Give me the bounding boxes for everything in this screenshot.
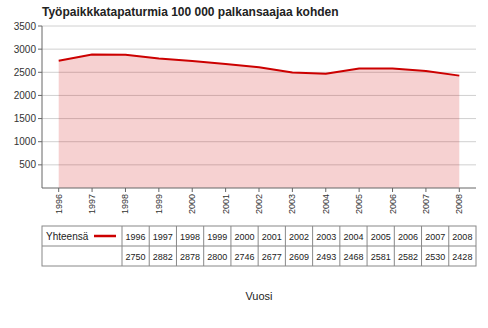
table-year: 1996 [126,232,146,242]
x-tick-label: 2006 [388,194,398,214]
chart: Työpaikkkatapaturmia 100 000 palkansaaja… [0,0,488,328]
table-col-divider [258,226,259,266]
table-col-divider [421,226,422,266]
y-tick-label: 500 [19,159,36,170]
y-tick-label: 3500 [14,21,37,32]
y-tick-label: 2500 [14,67,37,78]
table-value: 2530 [425,252,445,262]
x-tick [425,188,426,192]
x-tick-label: 1997 [87,194,97,214]
x-tick-label: 2005 [354,194,364,214]
x-tick-label: 2002 [254,194,264,214]
y-tick-label: 1500 [14,113,37,124]
y-tick [38,72,42,73]
table-value: 2746 [235,252,255,262]
table-year: 2008 [452,232,472,242]
table-year: 2003 [316,232,336,242]
x-tick [259,188,260,192]
title: Työpaikkkatapaturmia 100 000 palkansaaja… [42,5,339,19]
y-tick [38,95,42,96]
table-col-divider [176,226,177,266]
table-year: 2006 [398,232,418,242]
x-tick-label: 1996 [54,194,64,214]
y-tick [38,141,42,142]
table-year: 2000 [235,232,255,242]
y-tick [38,26,42,27]
y-tick [38,49,42,50]
x-tick [359,188,360,192]
table-border [42,226,476,266]
y-tick-label: 1000 [14,136,37,147]
x-tick-label: 2001 [221,194,231,214]
line [59,55,460,76]
x-tick-label: 1998 [120,194,130,214]
grid-line [42,49,476,50]
x-label: Vuosi [245,290,272,302]
table-value: 2800 [207,252,227,262]
table-value: 2468 [343,252,363,262]
x-tick-label: 2000 [187,194,197,214]
x-tick [92,188,93,192]
table-col-divider [149,226,150,266]
x-tick-label: 2004 [321,194,331,214]
legend-swatch [94,235,116,238]
table-col-divider [394,226,395,266]
table-value: 2609 [289,252,309,262]
table-col-divider [312,226,313,266]
x-tick [225,188,226,192]
table-value: 2750 [126,252,146,262]
table-year: 2001 [262,232,282,242]
grid-line [42,26,476,27]
table-year: 2002 [289,232,309,242]
x-tick [158,188,159,192]
table-value: 2878 [180,252,200,262]
x-tick [125,188,126,192]
area [59,55,460,188]
table-year: 1997 [153,232,173,242]
y-tick [38,164,42,165]
table-value: 2493 [316,252,336,262]
table-value: 2677 [262,252,282,262]
x-tick-label: 2007 [421,194,431,214]
table-col-divider [230,226,231,266]
table-col-divider [367,226,368,266]
table-col-divider [122,226,123,266]
table-row-divider [42,246,476,247]
table-col-divider [203,226,204,266]
table-year: 1998 [180,232,200,242]
plot-area [59,55,460,188]
table-value: 2581 [371,252,391,262]
x-tick [192,188,193,192]
table-col-divider [339,226,340,266]
x-tick [325,188,326,192]
table-col-divider [448,226,449,266]
table-col-divider [285,226,286,266]
table-year: 2005 [371,232,391,242]
x-axis: 1996 1997 1998 1999 2000 2001 2002 2003 2004 2005… [54,188,465,214]
table-value: 2428 [452,252,472,262]
x-tick-label: 2003 [287,194,297,214]
x-tick [392,188,393,192]
y-tick-label: 3000 [14,44,37,55]
x-tick-label: 1999 [154,194,164,214]
y-tick-label: 2000 [14,90,37,101]
x-tick [58,188,59,192]
table-year: 1999 [207,232,227,242]
table-year: 2004 [343,232,363,242]
y-tick [38,118,42,119]
x-tick [459,188,460,192]
table-value: 2882 [153,252,173,262]
table-value: 2582 [398,252,418,262]
table-year: 2007 [425,232,445,242]
x-tick [292,188,293,192]
legend-label: Yhteensä [46,231,89,242]
x-tick-label: 2008 [454,194,464,214]
y-axis-line [42,26,43,188]
data-table: Yhteensä 1996 2750 1997 2882 1998 2878 1999 2800… [42,226,476,266]
